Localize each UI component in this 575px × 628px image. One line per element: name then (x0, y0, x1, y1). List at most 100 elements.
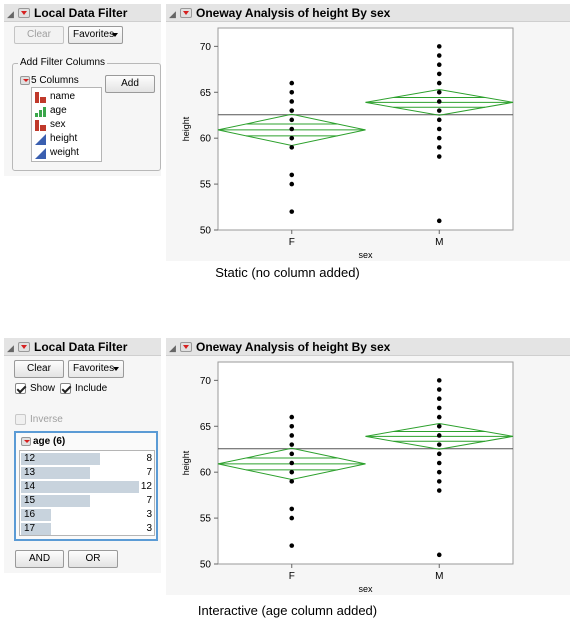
data-point (436, 451, 442, 457)
plot-frame (217, 361, 514, 565)
data-point (436, 99, 442, 104)
data-point (289, 89, 295, 95)
data-point (289, 108, 295, 113)
top-analysis-header[interactable]: ◢ Oneway Analysis of height By sex (166, 4, 570, 22)
data-point (289, 423, 295, 429)
age-count-bar (21, 467, 90, 479)
filter-title: Local Data Filter (34, 6, 128, 20)
age-level-row[interactable]: 17 3 (21, 522, 155, 536)
data-point (436, 405, 442, 411)
data-point (289, 479, 295, 484)
add-filter-columns-legend: Add Filter Columns (18, 57, 108, 68)
age-level-row[interactable]: 14 12 (21, 480, 155, 494)
disclosure-triangle-icon[interactable]: ◢ (169, 343, 176, 353)
y-tick-label: 65 (200, 422, 212, 433)
data-point (436, 414, 442, 420)
x-tick-label: F (289, 571, 295, 582)
data-point (436, 117, 442, 123)
y-tick-label: 60 (200, 134, 212, 145)
red-triangle-menu-icon[interactable] (180, 8, 192, 18)
data-point (436, 145, 442, 150)
plot-frame (217, 27, 514, 231)
y-tick-label: 50 (200, 226, 212, 237)
age-count-bar (21, 453, 100, 465)
and-button[interactable]: AND (15, 550, 64, 568)
disclosure-triangle-icon[interactable]: ◢ (7, 9, 14, 19)
age-level-row[interactable]: 12 8 (21, 452, 155, 466)
or-button[interactable]: OR (68, 550, 118, 568)
data-point (436, 396, 442, 402)
continuous-column-icon (35, 134, 46, 145)
y-tick-label: 55 (200, 180, 212, 191)
data-point (436, 108, 442, 113)
age-level-row[interactable]: 13 7 (21, 466, 155, 480)
nominal-column-icon (35, 120, 46, 131)
favorites-dropdown[interactable]: Favorites (68, 26, 123, 44)
age-level-list[interactable]: 12 8 13 7 14 12 15 7 16 3 17 3 (19, 450, 155, 536)
data-point (436, 488, 442, 493)
clear-button[interactable]: Clear (14, 360, 64, 378)
data-point (436, 442, 442, 447)
columns-menu-icon[interactable] (20, 76, 30, 85)
include-checkbox[interactable] (60, 383, 71, 394)
age-level-row[interactable]: 15 7 (21, 494, 155, 508)
data-point (436, 89, 442, 95)
favorites-label: Favorites (73, 363, 115, 374)
disclosure-triangle-icon[interactable]: ◢ (7, 343, 14, 353)
data-point (289, 515, 295, 521)
top-filter-header[interactable]: ◢ Local Data Filter (4, 4, 161, 22)
analysis-title: Oneway Analysis of height By sex (196, 340, 391, 354)
bottom-filter-header[interactable]: ◢ Local Data Filter (4, 338, 161, 356)
data-point (289, 172, 295, 178)
x-tick-label: M (435, 237, 443, 248)
column-list[interactable]: name age sex height weight (31, 87, 102, 162)
age-count-bar (21, 481, 139, 493)
data-point (289, 414, 295, 420)
data-point (289, 451, 295, 457)
data-point (289, 80, 295, 86)
x-tick-label: F (289, 237, 295, 248)
inverse-label: Inverse (30, 414, 63, 425)
data-point (436, 44, 442, 49)
bottom-analysis-header[interactable]: ◢ Oneway Analysis of height By sex (166, 338, 570, 356)
red-triangle-menu-icon[interactable] (18, 8, 30, 18)
data-point (289, 117, 295, 123)
continuous-column-icon (35, 148, 46, 159)
y-axis-label: height (181, 116, 191, 141)
y-tick-label: 50 (200, 560, 212, 571)
data-point (289, 543, 295, 548)
show-checkbox[interactable] (15, 383, 26, 394)
data-point (436, 433, 442, 438)
red-triangle-menu-icon[interactable] (180, 342, 192, 352)
data-point (289, 181, 295, 187)
age-menu-icon[interactable] (21, 437, 31, 446)
data-point (436, 135, 442, 141)
data-point (289, 126, 295, 132)
y-tick-label: 60 (200, 468, 212, 479)
add-button[interactable]: Add (105, 75, 155, 93)
data-point (436, 218, 442, 224)
data-point (289, 433, 295, 438)
data-point (436, 154, 442, 159)
data-point (289, 460, 295, 466)
y-tick-label: 55 (200, 514, 212, 525)
data-point (289, 99, 295, 104)
nominal-column-icon (35, 92, 46, 103)
age-level-row[interactable]: 16 3 (21, 508, 155, 522)
red-triangle-menu-icon[interactable] (18, 342, 30, 352)
inverse-checkbox[interactable] (15, 414, 26, 425)
disclosure-triangle-icon[interactable]: ◢ (169, 9, 176, 19)
ordinal-column-icon (35, 107, 46, 117)
age-count-bar (21, 509, 51, 521)
data-point (289, 469, 295, 475)
favorites-dropdown[interactable]: Favorites (68, 360, 124, 378)
include-label: Include (75, 383, 108, 394)
y-axis-label: height (181, 450, 191, 475)
y-tick-label: 70 (200, 42, 212, 53)
show-label: Show (30, 383, 56, 394)
chevron-down-icon (112, 33, 118, 37)
clear-button[interactable]: Clear (14, 26, 64, 44)
columns-count-label: 5 Columns (31, 75, 79, 86)
